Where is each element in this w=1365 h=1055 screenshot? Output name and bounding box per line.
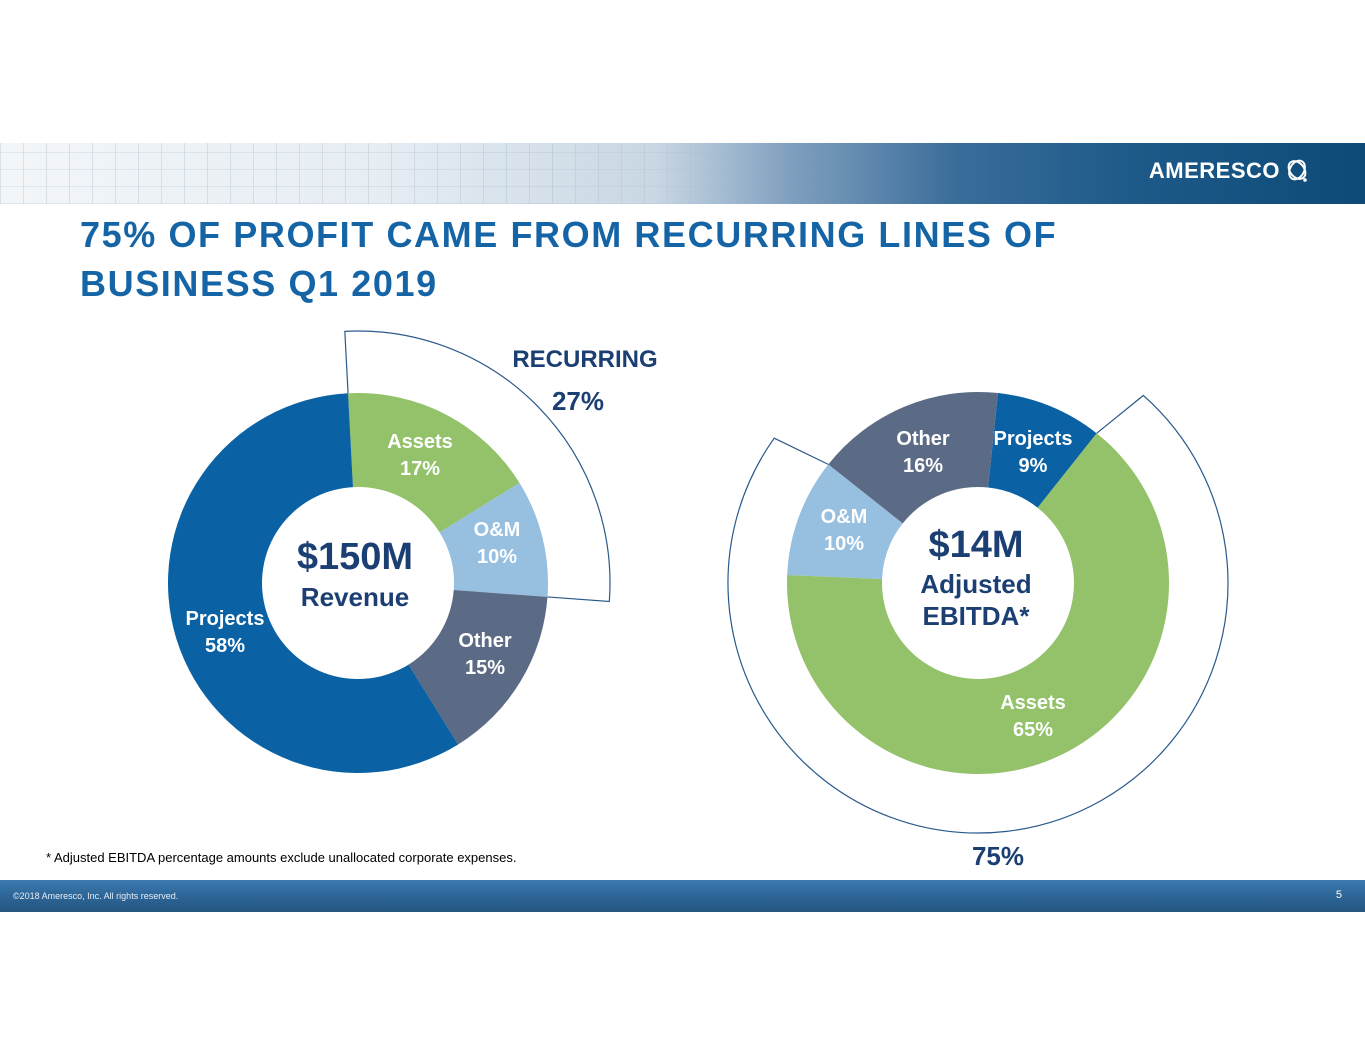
logo-text: AMERESCO xyxy=(1148,158,1280,183)
slice-label-other-value: 16% xyxy=(903,455,943,477)
ebitda-center-label-line1: Adjusted xyxy=(920,569,1031,599)
slice-label-assets-name: Assets xyxy=(1000,692,1066,714)
slice-o-m xyxy=(439,482,548,597)
slice-label-projects-name: Projects xyxy=(994,428,1073,450)
slice-other xyxy=(828,392,998,524)
recurring-callout-outline xyxy=(344,330,611,603)
slice-assets xyxy=(348,393,520,533)
slice-projects xyxy=(988,393,1097,508)
title-line-2: BUSINESS Q1 2019 xyxy=(80,263,438,304)
revenue-center-value: $150M xyxy=(297,536,413,578)
slice-label-om-name: O&M xyxy=(474,519,521,541)
slice-label-other-value: 15% xyxy=(465,657,505,679)
revenue-donut-chart: RECURRING 27% $150M Revenue Assets 17% O… xyxy=(168,330,658,773)
header-banner xyxy=(0,143,1365,204)
slice-label-assets-name: Assets xyxy=(387,431,453,453)
slice-label-projects-value: 9% xyxy=(1019,455,1048,477)
ameresco-logo: AMERESCO xyxy=(1149,158,1310,184)
slice-label-projects-name: Projects xyxy=(186,608,265,630)
ebitda-center-label-line2: EBITDA* xyxy=(923,601,1031,631)
slice-assets xyxy=(786,433,1169,774)
slice-o-m xyxy=(787,464,903,579)
copyright: ©2018 Ameresco, Inc. All rights reserved… xyxy=(13,891,179,901)
recurring-callout-value: 27% xyxy=(552,386,604,416)
ameresco-swirl-icon xyxy=(1287,159,1307,182)
slice-label-om-value: 10% xyxy=(824,533,864,555)
ebitda-center-value: $14M xyxy=(928,524,1023,566)
footer-bar: ©2018 Ameresco, Inc. All rights reserved… xyxy=(0,880,1365,912)
slice-label-other-name: Other xyxy=(458,630,512,652)
slice-label-assets-value: 17% xyxy=(400,458,440,480)
slice-label-assets-value: 65% xyxy=(1013,719,1053,741)
slice-other xyxy=(408,590,548,745)
page-number: 5 xyxy=(1335,889,1342,901)
revenue-center-label: Revenue xyxy=(301,582,409,612)
slice-label-other-name: Other xyxy=(896,428,950,450)
slice-label-om-value: 10% xyxy=(477,546,517,568)
title-line-1: 75% OF PROFIT CAME FROM RECURRING LINES … xyxy=(80,214,1058,255)
footnote: * Adjusted EBITDA percentage amounts exc… xyxy=(46,850,517,865)
recurring-75-callout-value: 75% xyxy=(972,841,1024,871)
slice-label-projects-value: 58% xyxy=(205,635,245,657)
adjusted-ebitda-donut-chart: $14M Adjusted EBITDA* Projects 9% Assets… xyxy=(727,392,1229,871)
banner-blueprint-pattern xyxy=(0,143,900,204)
slice-label-om-name: O&M xyxy=(821,506,868,528)
recurring-callout-label: RECURRING xyxy=(512,346,657,373)
page-title: 75% OF PROFIT CAME FROM RECURRING LINES … xyxy=(80,210,1230,308)
slice-projects xyxy=(168,393,459,773)
recurring-75-callout-outline xyxy=(727,394,1229,834)
